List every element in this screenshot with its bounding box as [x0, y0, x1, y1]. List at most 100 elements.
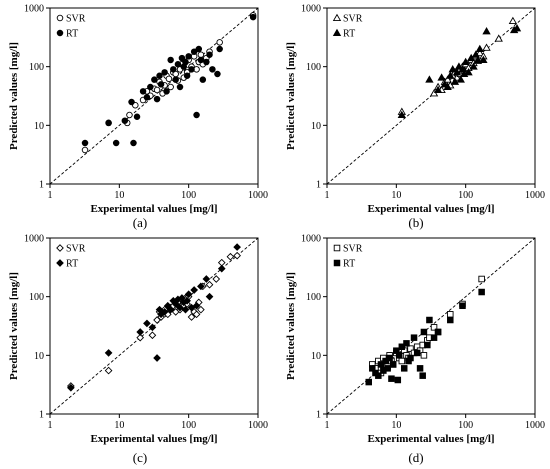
- data-point: [469, 62, 478, 70]
- data-point: [143, 94, 151, 101]
- legend-marker: [56, 244, 64, 252]
- x-tick-label: 1000: [248, 420, 268, 431]
- data-point: [197, 56, 205, 64]
- data-point: [214, 70, 221, 78]
- data-point: [166, 305, 175, 314]
- x-axis-label: Experimental values [mg/l]: [367, 433, 494, 445]
- y-tick-label: 1000: [24, 234, 44, 245]
- data-point: [104, 349, 113, 357]
- data-points: [67, 243, 241, 392]
- data-point: [456, 75, 465, 83]
- legend-marker: [333, 259, 341, 267]
- y-tick-label: 1: [316, 180, 321, 191]
- data-point: [184, 290, 193, 299]
- data-point: [104, 366, 113, 375]
- x-tick-label: 100: [181, 420, 196, 431]
- data-point: [450, 77, 460, 85]
- legend-label: RT: [66, 29, 78, 40]
- data-point: [197, 305, 205, 314]
- data-point: [143, 319, 151, 328]
- data-point: [416, 365, 424, 372]
- legend-label: RT: [343, 29, 355, 40]
- data-point: [386, 354, 393, 362]
- data-point: [181, 305, 190, 314]
- legend-label: SVR: [66, 244, 86, 255]
- data-point: [420, 352, 428, 359]
- data-point: [448, 65, 457, 73]
- data-point: [148, 331, 157, 340]
- data-point: [464, 68, 473, 76]
- legend-marker: [332, 28, 342, 36]
- y-tick-label: 100: [29, 62, 44, 73]
- data-point: [494, 34, 503, 42]
- y-axis-label: Predicted values [mg/l]: [285, 272, 297, 380]
- data-point: [479, 55, 488, 63]
- data-point: [192, 310, 201, 319]
- series-svr: [81, 12, 257, 154]
- data-point: [172, 76, 179, 83]
- data-point: [475, 44, 484, 53]
- data-point: [437, 73, 446, 81]
- data-point: [133, 113, 141, 121]
- data-point: [420, 328, 428, 336]
- data-point: [388, 375, 395, 382]
- data-point: [400, 365, 408, 372]
- data-point: [183, 72, 191, 80]
- plot-frame: [326, 237, 536, 415]
- data-point: [434, 328, 442, 336]
- data-point: [156, 72, 163, 80]
- y-tick-label: 1000: [24, 4, 44, 15]
- data-point: [81, 146, 89, 154]
- y-tick-label: 1000: [301, 234, 321, 245]
- data-point: [174, 60, 182, 68]
- chart-panel: 1 10 100 1000 1 10 100 1000 Experimental values …: [8, 4, 268, 216]
- data-point: [413, 349, 421, 357]
- data-point: [163, 88, 170, 95]
- data-point: [482, 43, 491, 51]
- y-axis-label: Predicted values [mg/l]: [285, 42, 297, 150]
- data-point: [205, 280, 214, 289]
- x-tick-label: 100: [181, 190, 196, 201]
- plot-frame: [326, 7, 536, 185]
- data-point: [397, 110, 406, 119]
- y-tick-label: 1: [39, 180, 44, 191]
- data-point: [136, 328, 145, 336]
- series-rt: [81, 13, 257, 147]
- data-point: [426, 316, 433, 324]
- data-point: [197, 51, 205, 58]
- data-point: [233, 243, 241, 251]
- x-axis-label: Experimental values [mg/l]: [90, 433, 217, 445]
- series-svr: [67, 251, 241, 390]
- y-tick-label: 1: [316, 410, 321, 421]
- data-point: [410, 334, 418, 341]
- data-point: [403, 340, 410, 347]
- data-point: [170, 66, 177, 73]
- data-point: [139, 88, 147, 95]
- x-tick-label: 1: [325, 420, 330, 431]
- data-point: [407, 354, 414, 362]
- reference-line: [49, 7, 259, 185]
- panel-caption: (b): [408, 215, 423, 230]
- data-point: [471, 50, 480, 58]
- data-point: [394, 376, 402, 384]
- data-point: [478, 275, 485, 283]
- data-point: [190, 48, 198, 55]
- data-point: [153, 354, 161, 362]
- legend-marker: [333, 244, 341, 252]
- legend-label: RT: [66, 259, 78, 270]
- x-tick-label: 100: [458, 420, 473, 431]
- panels-layer: 1 10 100 1000 1 10 100 1000 Experimental values …: [8, 4, 545, 466]
- data-point: [192, 301, 201, 310]
- data-point: [193, 111, 200, 119]
- data-point: [130, 139, 137, 147]
- data-point: [136, 333, 145, 342]
- y-tick-label: 100: [306, 292, 321, 303]
- data-point: [112, 139, 120, 147]
- x-tick-label: 1000: [525, 190, 545, 201]
- data-point: [454, 62, 464, 70]
- data-point: [365, 378, 372, 386]
- data-point: [216, 45, 223, 53]
- data-point: [395, 352, 403, 359]
- data-point: [430, 334, 438, 341]
- legend-label: SVR: [343, 14, 363, 25]
